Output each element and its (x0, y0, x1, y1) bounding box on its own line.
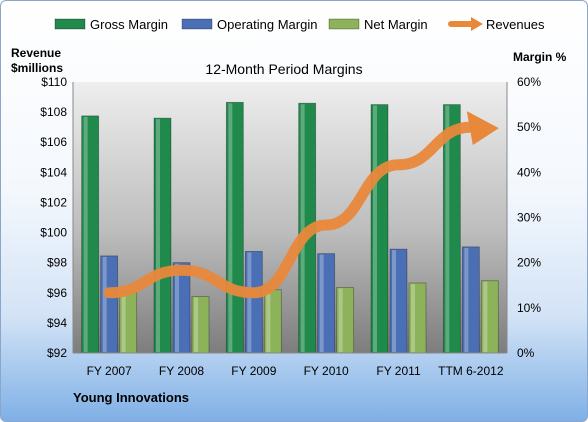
left-axis-label-line-1: Revenue (11, 46, 61, 60)
left-tick-label: $104 (40, 165, 67, 179)
revenues-line (103, 121, 477, 299)
bar-highlight (373, 105, 377, 352)
bar-highlight (338, 288, 343, 352)
revenues-point-0 (107, 291, 111, 295)
bar-highlight (228, 103, 233, 352)
right-tick-label: 40% (517, 165, 541, 179)
bar-highlight (445, 105, 450, 352)
bar-highlight (194, 297, 198, 352)
bar-highlight (300, 104, 305, 352)
x-tick-label: TTM 6-2012 (438, 364, 504, 378)
bar-highlight (83, 116, 88, 352)
revenues-point-2 (252, 291, 256, 295)
bar-highlight (411, 283, 415, 352)
bar-highlight (319, 254, 324, 352)
bar-highlight (102, 256, 107, 352)
bar-highlight (392, 250, 396, 352)
bar-highlight (247, 252, 252, 352)
legend-label: Revenues (486, 17, 545, 32)
right-tick-label: 10% (517, 301, 541, 315)
right-tick-label: 30% (517, 211, 541, 225)
bar-highlight (464, 247, 469, 352)
right-axis-label: Margin % (513, 50, 567, 64)
legend-swatch (328, 18, 360, 30)
left-axis-label-line-2: $millions (11, 61, 63, 75)
left-tick-label: $108 (40, 105, 67, 119)
company-name: Young Innovations (73, 390, 189, 405)
bar-highlight (121, 293, 126, 352)
right-tick-label: 0% (517, 346, 535, 360)
bar-highlight (483, 281, 488, 352)
legend-label: Net Margin (364, 17, 428, 32)
left-tick-label: $96 (47, 286, 67, 300)
x-tick-label: FY 2008 (159, 364, 204, 378)
legend-arrowhead (471, 17, 483, 31)
plot-area (73, 82, 507, 353)
right-tick-label: 60% (517, 75, 541, 89)
x-tick-label: FY 2011 (376, 364, 421, 378)
x-tick-label: FY 2007 (87, 364, 132, 378)
legend-swatch (54, 18, 86, 30)
left-tick-label: $92 (47, 346, 67, 360)
left-tick-label: $100 (40, 226, 67, 240)
left-tick-label: $98 (47, 256, 67, 270)
revenues-point-3 (324, 223, 328, 227)
right-tick-label: 20% (517, 256, 541, 270)
revenues-point-4 (397, 163, 400, 167)
revenues-arrowhead (466, 111, 499, 146)
left-tick-label: $102 (40, 195, 67, 209)
legend-swatch (181, 18, 213, 30)
x-tick-label: FY 2009 (231, 364, 276, 378)
bar-highlight (156, 119, 160, 352)
revenues-point-5 (469, 125, 473, 129)
legend-label: Gross Margin (90, 17, 168, 32)
left-tick-label: $94 (47, 316, 67, 330)
bar-highlight (175, 263, 179, 352)
chart-title: 12-Month Period Margins (205, 61, 362, 77)
revenues-point-1 (180, 268, 183, 272)
legend-label: Operating Margin (217, 17, 317, 32)
left-tick-label: $110 (41, 75, 67, 89)
left-tick-label: $106 (40, 135, 67, 149)
x-tick-label: FY 2010 (304, 364, 349, 378)
bar-highlight (266, 290, 271, 352)
right-tick-label: 50% (517, 120, 541, 134)
